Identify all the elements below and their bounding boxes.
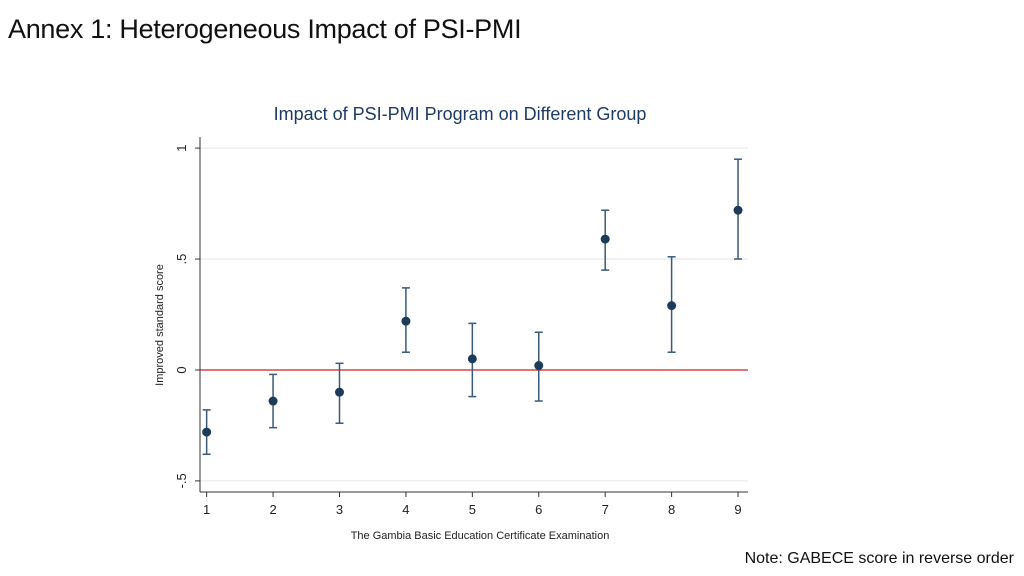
x-tick-label: 2: [269, 502, 276, 517]
x-tick-label: 1: [203, 502, 210, 517]
point-estimate: [268, 396, 278, 406]
y-tick-label: -.5: [174, 473, 189, 488]
point-estimate: [733, 205, 743, 215]
chart-title: Impact of PSI-PMI Program on Different G…: [273, 104, 647, 124]
y-tick-label: 0: [174, 366, 189, 373]
point-estimate: [202, 427, 212, 437]
point-estimate: [401, 316, 411, 326]
point-estimate: [334, 387, 344, 397]
point-estimate: [600, 234, 610, 244]
x-tick-label: 8: [668, 502, 675, 517]
x-tick-label: 3: [336, 502, 343, 517]
gridlines: [200, 147, 748, 482]
confidence-intervals: [202, 158, 743, 456]
x-tick-label: 6: [535, 502, 542, 517]
x-tick-label: 9: [734, 502, 741, 517]
point-estimate: [534, 361, 544, 371]
axes: -.5 0 .5 1 1 2 3 4 5 6 7 8 9: [174, 137, 748, 517]
x-tick-label: 4: [402, 502, 409, 517]
x-tick-label: 7: [602, 502, 609, 517]
point-estimate: [467, 354, 477, 364]
y-tick-label: 1: [174, 144, 189, 151]
y-axis-label: Improved standard score: [154, 264, 166, 386]
footnote: Note: GABECE score in reverse order: [744, 550, 1014, 567]
point-estimates: [202, 205, 743, 437]
y-tick-label: .5: [174, 254, 189, 265]
slide-title: Annex 1: Heterogeneous Impact of PSI-PMI: [8, 14, 522, 44]
x-axis-label: The Gambia Basic Education Certificate E…: [351, 530, 610, 542]
x-tick-label: 5: [469, 502, 476, 517]
point-estimate: [667, 301, 677, 311]
